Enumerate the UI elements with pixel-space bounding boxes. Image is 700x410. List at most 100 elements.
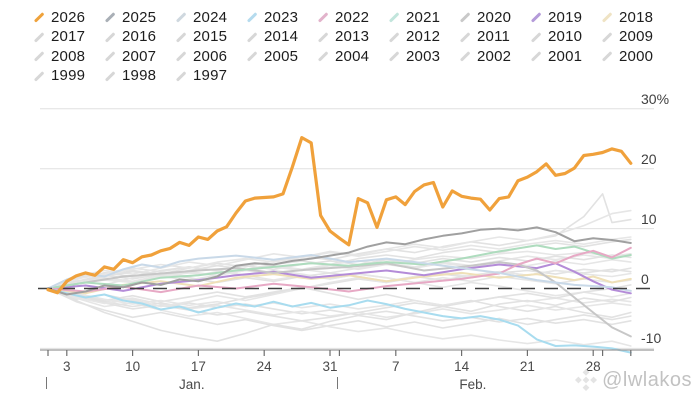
legend-item-label: 2001	[548, 47, 583, 65]
legend-item-label: 2002	[477, 47, 512, 65]
legend-item-label: 2018	[619, 8, 654, 26]
legend-item-label: 2014	[264, 28, 299, 46]
series-line-2000	[47, 286, 632, 319]
legend-item-2000[interactable]: 2000	[601, 47, 672, 67]
y-tick-label-30%: 30%	[641, 90, 670, 107]
legend-item-label: 2000	[619, 47, 654, 65]
legend-item-2014[interactable]: 2014	[246, 27, 317, 47]
legend-item-label: 2006	[193, 47, 228, 65]
legend-item-2019[interactable]: 2019	[530, 8, 601, 28]
watermark: @lwlakos	[574, 368, 692, 392]
legend-item-label: 2004	[335, 47, 370, 65]
legend-row: 2008 2007 2006 2005 2004 2003 2002 2001 2000	[33, 44, 672, 67]
diamond-logo-icon	[575, 369, 598, 391]
legend-item-2002[interactable]: 2002	[459, 47, 530, 67]
legend-item-2022[interactable]: 2022	[317, 8, 388, 28]
legend-item-label: 1998	[122, 67, 157, 85]
series-line-2008	[47, 287, 632, 332]
series-line-2016	[47, 287, 632, 343]
month-separator	[46, 377, 47, 389]
legend-item-2006[interactable]: 2006	[175, 47, 246, 67]
legend-item-2003[interactable]: 2003	[388, 47, 459, 67]
legend-item-label: 2011	[477, 28, 511, 46]
month-label-Feb: Feb.	[459, 377, 487, 392]
legend-item-label: 1997	[193, 67, 228, 85]
legend-item-label: 2003	[406, 47, 441, 65]
legend-item-label: 2023	[264, 8, 299, 26]
legend-item-2017[interactable]: 2017	[33, 27, 104, 47]
legend-item-label: 2012	[406, 28, 441, 46]
legend-item-label: 2022	[335, 8, 370, 26]
legend-item-2015[interactable]: 2015	[175, 27, 246, 47]
x-tick-label-14: 14	[454, 359, 470, 374]
legend-item-2026[interactable]: 2026	[33, 8, 104, 28]
legend-item-label: 2020	[477, 8, 512, 26]
x-tick-label-7: 7	[392, 359, 400, 374]
series-line-2020	[47, 261, 632, 338]
legend-item-2024[interactable]: 2024	[175, 8, 246, 28]
series-line-2018	[47, 271, 632, 295]
legend-item-2025[interactable]: 2025	[104, 8, 175, 28]
legend-item-label: 2024	[193, 8, 228, 26]
y-tick-label-0: 0	[641, 270, 649, 287]
series-line-2019	[47, 262, 632, 295]
legend-item-label: 2026	[51, 8, 86, 26]
legend-item-2013[interactable]: 2013	[317, 27, 388, 47]
x-tick-label-10: 10	[125, 359, 141, 374]
series-line-2021	[47, 244, 632, 290]
legend-item-label: 2010	[548, 28, 583, 46]
legend-item-2008[interactable]: 2008	[33, 47, 104, 67]
y-tick-label--10: -10	[641, 330, 662, 347]
legend-item-2011[interactable]: 2011	[459, 27, 530, 47]
x-tick-label-17: 17	[190, 359, 206, 374]
legend-item-label: 2021	[406, 8, 441, 26]
legend-item-2007[interactable]: 2007	[104, 47, 175, 67]
legend: 2026 2025 2024 2023 2022 2021 2020 2019 2018 2017…	[33, 5, 672, 84]
legend-item-2004[interactable]: 2004	[317, 47, 388, 67]
legend-item-2018[interactable]: 2018	[601, 8, 672, 28]
legend-item-label: 2007	[122, 47, 157, 65]
legend-item-2010[interactable]: 2010	[530, 27, 601, 47]
y-tick-label-20: 20	[641, 150, 657, 167]
x-tick-label-24: 24	[256, 359, 272, 374]
legend-item-1997[interactable]: 1997	[175, 66, 246, 86]
legend-item-1999[interactable]: 1999	[33, 66, 104, 86]
x-tick-label-21: 21	[519, 359, 535, 374]
legend-item-2009[interactable]: 2009	[601, 27, 672, 47]
series-line-2025	[47, 226, 632, 296]
legend-item-2005[interactable]: 2005	[246, 47, 317, 67]
legend-item-label: 2005	[264, 47, 299, 65]
legend-row: 2026 2025 2024 2023 2022 2021 2020 2019 2018	[33, 5, 672, 28]
legend-row: 2017 2016 2015 2014 2013 2012 2011 2010 2009	[33, 25, 672, 45]
legend-item-2001[interactable]: 2001	[530, 47, 601, 67]
legend-item-label: 1999	[51, 67, 86, 85]
legend-item-label: 2009	[619, 28, 654, 46]
legend-item-2021[interactable]: 2021	[388, 8, 459, 28]
series-line-2023	[47, 287, 632, 354]
series-line-2017	[47, 250, 632, 290]
series-line-2010	[47, 284, 632, 322]
month-label-Jan: Jan.	[179, 377, 205, 392]
legend-item-label: 2025	[122, 8, 157, 26]
legend-item-2023[interactable]: 2023	[246, 8, 317, 28]
legend-row: 1999 1998 1997	[33, 64, 672, 84]
series-line-2024	[47, 254, 632, 292]
legend-item-2020[interactable]: 2020	[459, 8, 530, 28]
x-tick-label-28: 28	[585, 359, 601, 374]
legend-item-2016[interactable]: 2016	[104, 27, 175, 47]
series-line-2026	[46, 136, 633, 295]
month-separator	[337, 377, 339, 389]
legend-item-2012[interactable]: 2012	[388, 27, 459, 47]
legend-item-label: 2013	[335, 28, 370, 46]
series-line-2022	[47, 246, 632, 294]
legend-item-label: 2008	[51, 47, 86, 65]
y-tick-label-10: 10	[641, 210, 657, 227]
series-line-2013	[47, 236, 632, 290]
x-tick-label-3: 3	[63, 359, 71, 374]
legend-item-label: 2019	[548, 8, 583, 26]
legend-item-1998[interactable]: 1998	[104, 66, 175, 86]
watermark-handle: @lwlakos	[602, 368, 692, 391]
legend-item-label: 2015	[193, 28, 228, 46]
